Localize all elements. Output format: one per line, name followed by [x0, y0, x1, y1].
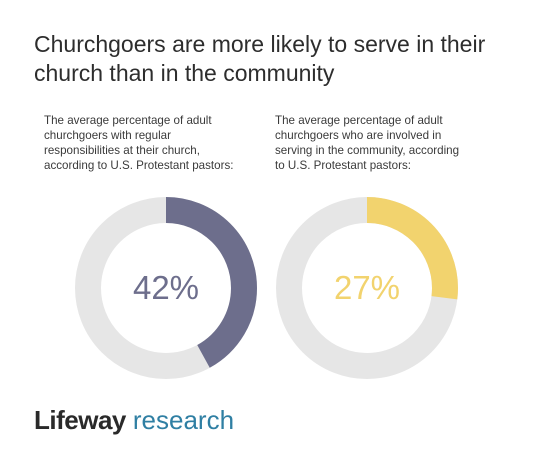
church-responsibilities-percent-label: 42%	[132, 269, 200, 306]
left-description-line-1: The average percentage of adult	[44, 114, 212, 127]
community-serving-donut: 27%	[276, 197, 458, 379]
left-chart-description: The average percentage of adult churchgo…	[44, 113, 244, 173]
chart-title-line-2: church than in the community	[34, 60, 335, 86]
chart-title-line-1: Churchgoers are more likely to serve in …	[34, 31, 486, 57]
church-responsibilities-donut-svg	[75, 197, 257, 379]
right-description-line-4: to U.S. Protestant pastors:	[275, 159, 411, 172]
left-description-line-3: responsibilities at their church,	[44, 144, 200, 157]
left-description-line-2: churchgoers with regular	[44, 129, 171, 142]
lifeway-research-logo: Lifeway research	[34, 405, 234, 435]
right-chart-description: The average percentage of adult churchgo…	[275, 113, 485, 173]
donut-value-slice	[276, 197, 458, 379]
church-responsibilities-donut: 42%	[75, 197, 257, 379]
left-description-line-4: according to U.S. Protestant pastors:	[44, 159, 234, 172]
chart-title: Churchgoers are more likely to serve in …	[34, 30, 514, 88]
logo-sub-text: research	[132, 405, 235, 435]
donut-value-slice	[75, 197, 257, 379]
logo-brand-text: Lifeway	[34, 405, 126, 435]
community-serving-donut-svg	[276, 197, 458, 379]
right-description-line-1: The average percentage of adult	[275, 114, 443, 127]
community-serving-percent-label: 27%	[333, 269, 401, 306]
right-description-line-3: serving in the community, according	[275, 144, 460, 157]
right-description-line-2: churchgoers who are involved in	[275, 129, 442, 142]
